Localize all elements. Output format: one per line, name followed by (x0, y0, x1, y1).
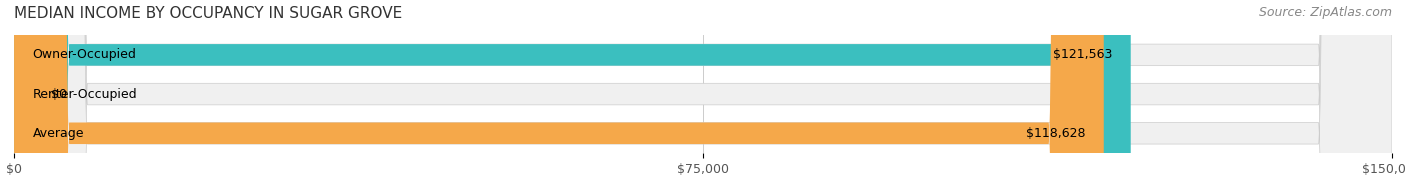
Text: Renter-Occupied: Renter-Occupied (32, 88, 136, 101)
Text: Source: ZipAtlas.com: Source: ZipAtlas.com (1258, 6, 1392, 19)
FancyBboxPatch shape (14, 0, 1104, 196)
Text: $121,563: $121,563 (1053, 48, 1112, 61)
FancyBboxPatch shape (14, 0, 1392, 196)
FancyBboxPatch shape (14, 0, 1392, 196)
FancyBboxPatch shape (14, 0, 1130, 196)
Text: $0: $0 (51, 88, 67, 101)
Text: $118,628: $118,628 (1026, 127, 1085, 140)
Text: Average: Average (32, 127, 84, 140)
Text: Owner-Occupied: Owner-Occupied (32, 48, 136, 61)
FancyBboxPatch shape (14, 0, 1392, 196)
Text: MEDIAN INCOME BY OCCUPANCY IN SUGAR GROVE: MEDIAN INCOME BY OCCUPANCY IN SUGAR GROV… (14, 6, 402, 21)
